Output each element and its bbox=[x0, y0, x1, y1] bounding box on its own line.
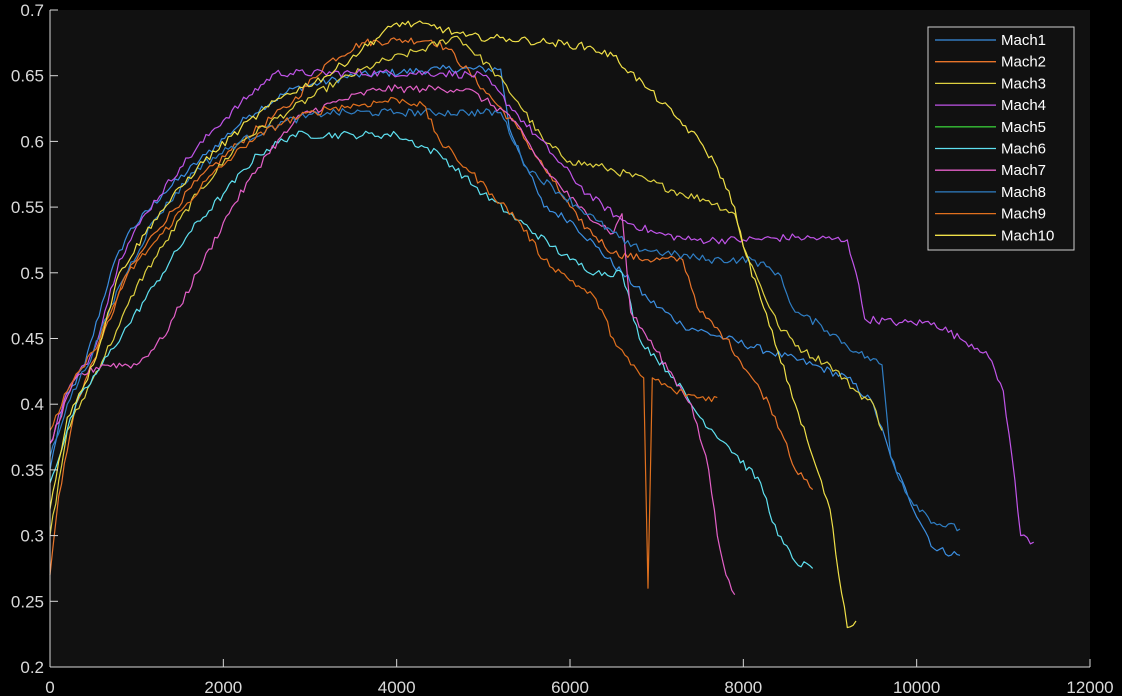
y-tick-label: 0.65 bbox=[11, 67, 44, 86]
y-tick-label: 0.45 bbox=[11, 330, 44, 349]
series-line-mach9 bbox=[49, 96, 718, 589]
x-tick-label: 4000 bbox=[378, 678, 416, 696]
y-tick-label: 0.4 bbox=[20, 395, 44, 414]
series-line-mach10 bbox=[49, 20, 857, 629]
legend-label-mach7: Mach7 bbox=[1001, 162, 1046, 179]
legend-label-mach5: Mach5 bbox=[1001, 119, 1046, 136]
x-tick-label: 2000 bbox=[204, 678, 242, 696]
legend-label-mach6: Mach6 bbox=[1001, 141, 1046, 158]
x-tick-label: 10000 bbox=[893, 678, 940, 696]
y-tick-label: 0.35 bbox=[11, 461, 44, 480]
x-tick-label: 6000 bbox=[551, 678, 589, 696]
y-tick-label: 0.2 bbox=[20, 658, 44, 677]
legend: Mach1 Mach2 Mach3 Mach4 Mach5 Mach6 Mach7 Mach8… bbox=[927, 26, 1075, 251]
legend-box bbox=[927, 26, 1075, 251]
y-tick-label: 0.55 bbox=[11, 198, 44, 217]
axes-layer: 0 2000 4000 6000 8000 10000 12000 0.2 0.25 0.3 0.3… bbox=[11, 1, 1114, 696]
x-tick-label: 0 bbox=[45, 678, 54, 696]
legend-label-mach1: Mach1 bbox=[1001, 32, 1046, 49]
y-tick-label: 0.6 bbox=[20, 132, 44, 151]
legend-label-mach10: Mach10 bbox=[1001, 227, 1054, 244]
legend-label-mach3: Mach3 bbox=[1001, 75, 1046, 92]
series-line-mach7 bbox=[49, 84, 736, 596]
x-tick-label: 12000 bbox=[1066, 678, 1113, 696]
series-line-mach8 bbox=[49, 108, 961, 532]
series-layer bbox=[49, 20, 1034, 629]
legend-label-mach8: Mach8 bbox=[1001, 184, 1046, 201]
y-tick-label: 0.7 bbox=[20, 1, 44, 20]
series-line-mach2 bbox=[49, 37, 814, 576]
plot-area bbox=[50, 10, 1090, 667]
x-tick-label: 8000 bbox=[724, 678, 762, 696]
series-line-mach1 bbox=[49, 64, 961, 557]
y-tick-label: 0.5 bbox=[20, 264, 44, 283]
series-line-mach4 bbox=[49, 68, 1034, 545]
y-tick-label: 0.25 bbox=[11, 592, 44, 611]
series-line-mach6 bbox=[49, 130, 814, 569]
series-line-mach3 bbox=[49, 35, 883, 536]
legend-label-mach2: Mach2 bbox=[1001, 54, 1046, 71]
legend-label-mach4: Mach4 bbox=[1001, 97, 1046, 114]
y-tick-label: 0.3 bbox=[20, 527, 44, 546]
legend-label-mach9: Mach9 bbox=[1001, 206, 1046, 223]
